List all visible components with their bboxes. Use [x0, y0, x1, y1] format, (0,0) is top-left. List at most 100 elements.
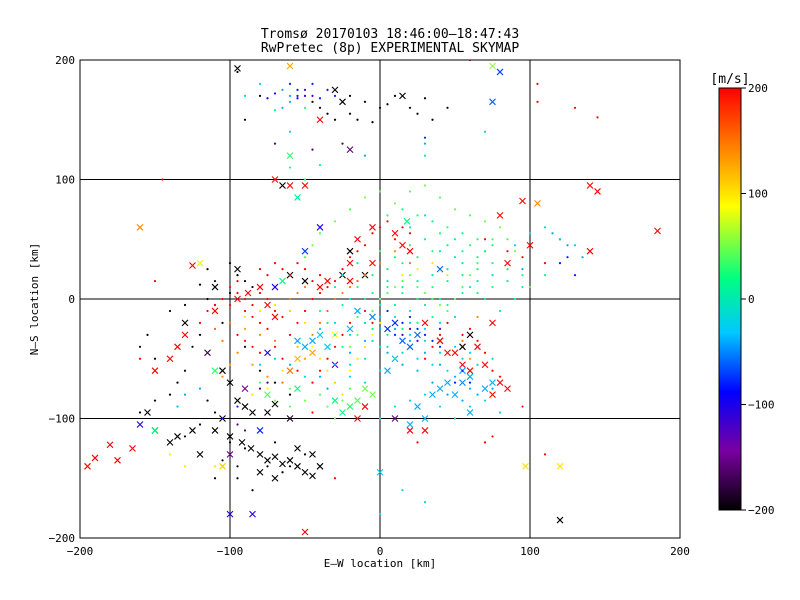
data-point-dot	[363, 154, 367, 157]
data-point-dot	[468, 274, 472, 277]
data-point-dot	[326, 88, 329, 91]
data-point-dot	[348, 375, 352, 378]
data-point-dot	[468, 381, 472, 384]
colorbar-tick-label: 0	[748, 293, 755, 306]
data-point-dot	[363, 357, 367, 360]
data-point-dot	[213, 477, 217, 480]
data-point-x	[271, 313, 279, 321]
data-point-dot	[423, 97, 427, 100]
data-point-dot	[318, 375, 322, 378]
data-point-dot	[431, 363, 434, 366]
data-point-dot	[378, 513, 382, 516]
data-point-x	[406, 343, 414, 351]
data-point-dot	[453, 208, 457, 211]
data-point-dot	[476, 393, 479, 396]
data-point-x	[286, 182, 294, 189]
data-point-dot	[288, 297, 292, 301]
data-point-dot	[296, 88, 299, 91]
data-point-dot	[258, 351, 262, 354]
data-point-dot	[536, 100, 539, 103]
data-point-dot	[491, 369, 494, 372]
data-point-dot	[266, 465, 269, 468]
data-point-x	[459, 361, 466, 369]
data-point-dot	[573, 244, 577, 247]
data-point-dot	[236, 279, 239, 283]
data-point-x	[324, 277, 331, 285]
data-point-dot	[386, 309, 389, 313]
data-point-dot	[296, 97, 299, 100]
data-point-dot	[303, 94, 307, 97]
data-point-dot	[446, 309, 449, 313]
data-point-dot	[416, 327, 419, 330]
data-point-x	[376, 468, 384, 476]
data-point-dot	[566, 256, 569, 259]
data-point-dot	[296, 321, 299, 324]
data-point-dot	[341, 274, 344, 277]
data-point-dot	[446, 279, 449, 283]
data-point-x	[436, 337, 444, 345]
data-point-dot	[393, 94, 397, 97]
data-point-x	[316, 331, 324, 339]
data-point-dot	[378, 321, 382, 324]
data-point-dot	[333, 220, 337, 223]
data-point-dot	[431, 250, 434, 253]
data-point-x	[294, 355, 301, 363]
data-point-x	[414, 403, 421, 410]
data-point-x	[294, 444, 301, 452]
data-point-dot	[393, 333, 397, 336]
data-point-dot	[146, 333, 149, 336]
data-point-dot	[408, 399, 412, 402]
data-point-x	[301, 468, 309, 476]
data-point-dot	[213, 465, 217, 468]
data-point-dot	[273, 357, 277, 360]
data-point-dot	[228, 363, 232, 366]
data-point-dot	[393, 405, 397, 408]
data-point-dot	[303, 256, 307, 259]
data-point-dot	[386, 214, 389, 217]
data-point-x	[346, 277, 354, 285]
data-point-dot	[431, 297, 434, 301]
data-point-dot	[423, 501, 427, 504]
data-point-dot	[423, 333, 427, 336]
data-point-dot	[461, 285, 464, 289]
data-point-dot	[258, 363, 262, 366]
data-point-dot	[483, 130, 487, 133]
data-point-dot	[273, 309, 277, 313]
data-point-x	[466, 373, 474, 381]
data-point-dot	[521, 405, 524, 408]
data-point-dot	[281, 88, 284, 91]
data-point-x	[384, 325, 391, 333]
data-point-dot	[453, 375, 457, 378]
data-point-dot	[153, 357, 157, 360]
data-point-dot	[513, 250, 517, 253]
data-point-x	[436, 265, 444, 273]
data-point-dot	[326, 112, 329, 115]
data-point-dot	[236, 291, 239, 295]
data-point-dot	[273, 142, 277, 145]
data-point-dot	[378, 190, 382, 193]
data-point-dot	[266, 297, 269, 301]
data-point-x	[136, 223, 144, 231]
data-point-dot	[318, 291, 322, 295]
data-point-dot	[498, 375, 502, 378]
data-point-x	[286, 152, 294, 159]
data-point-dot	[236, 423, 239, 426]
data-point-dot	[258, 82, 262, 85]
data-point-x	[346, 403, 354, 410]
data-point-dot	[498, 309, 502, 313]
data-point-dot	[296, 94, 299, 97]
data-point-dot	[378, 250, 382, 253]
data-point-dot	[168, 453, 172, 456]
data-point-dot	[311, 333, 314, 336]
data-point-dot	[438, 345, 442, 348]
data-point-dot	[251, 393, 254, 396]
x-tick-label: 0	[377, 545, 384, 558]
y-axis: −200 −100 0 100 200	[49, 54, 680, 545]
data-point-dot	[408, 262, 412, 265]
colorbar-tick-label: −100	[748, 399, 775, 412]
colorbar-ticks: −200 −100 0 100 200	[741, 82, 775, 517]
data-point-x	[219, 462, 226, 470]
data-point-dot	[273, 399, 277, 402]
data-point-dot	[483, 220, 487, 223]
data-point-dot	[431, 381, 434, 384]
